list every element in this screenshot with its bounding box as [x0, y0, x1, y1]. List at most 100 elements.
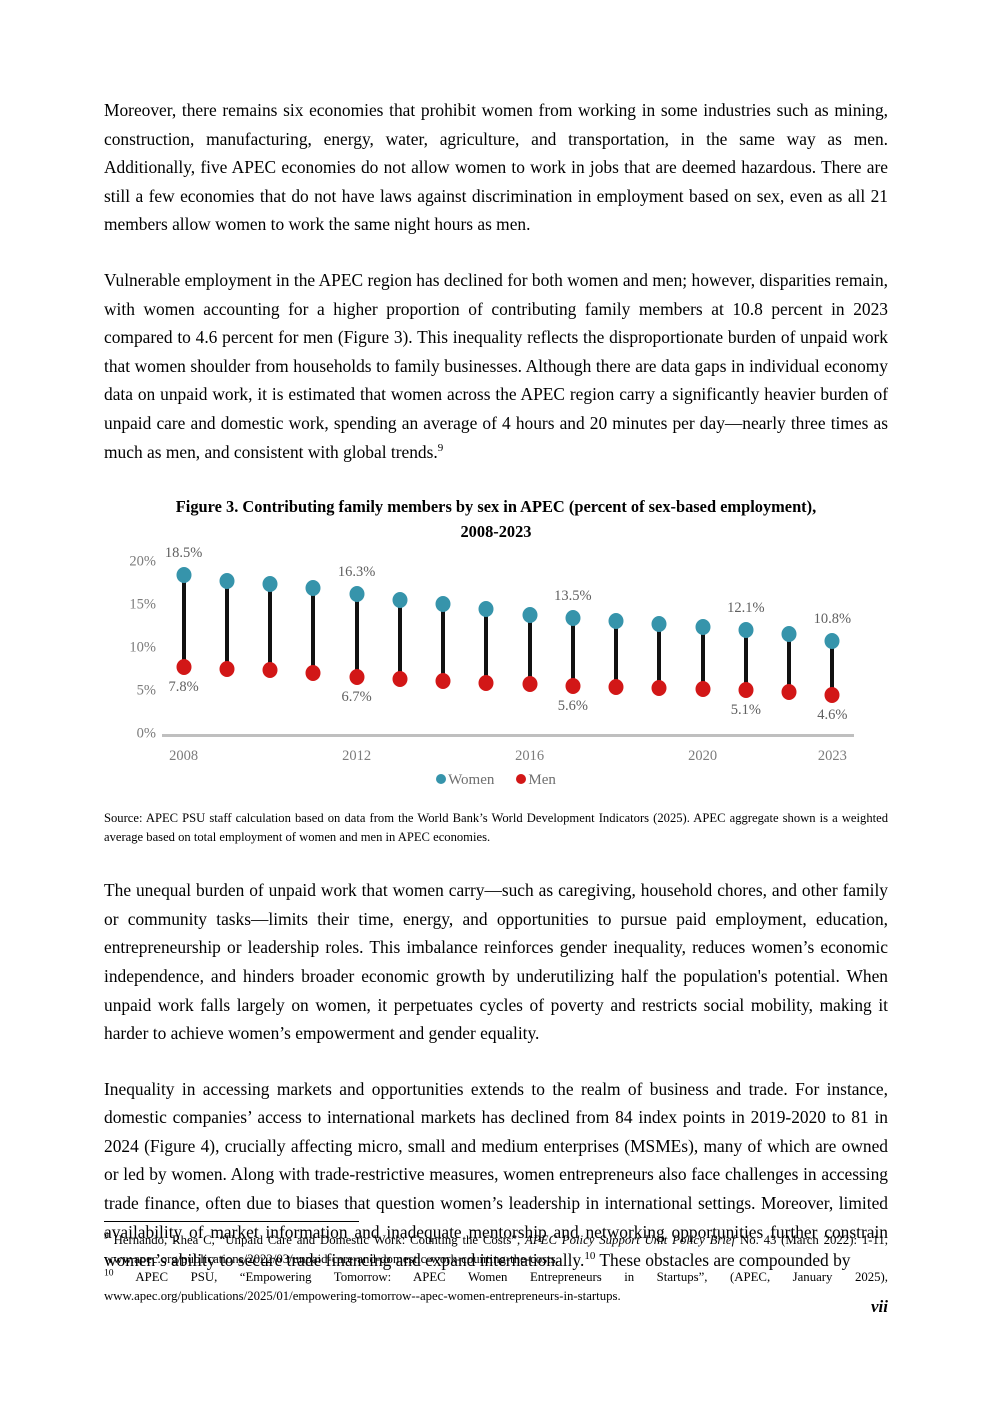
data-label: 6.7% — [341, 688, 372, 705]
data-point-men — [219, 660, 235, 677]
y-tick-label: 10% — [129, 639, 156, 656]
data-point-women — [478, 601, 494, 618]
paragraph-1: Moreover, there remains six economies th… — [104, 100, 888, 235]
x-axis-line — [162, 734, 854, 738]
y-tick-label: 5% — [136, 682, 156, 699]
chart-canvas: 0% 5% 10% 15% 20% 18.5% 16.3% 13.5% 12.1% 10.8% 7… — [104, 545, 888, 809]
paragraph-2: Vulnerable employment in the APEC region… — [104, 266, 888, 466]
data-point-women — [435, 596, 451, 613]
x-tick-label: 2016 — [515, 748, 545, 765]
data-point-women — [522, 606, 538, 623]
dumbbell-stem — [441, 604, 446, 681]
data-point-women — [305, 579, 321, 596]
data-point-women — [738, 622, 754, 639]
legend-label: Women — [448, 772, 495, 789]
legend-label: Men — [528, 772, 556, 789]
chart-legend: Women Men — [104, 772, 888, 789]
plot-area: 18.5% 16.3% 13.5% 12.1% 10.8% 7.8% 6.7% 5.6% 5.1… — [162, 545, 854, 754]
footnote-ref-10[interactable]: 10 — [584, 1250, 596, 1263]
data-label: 18.5% — [164, 545, 203, 562]
y-axis-labels: 0% 5% 10% 15% 20% — [104, 554, 160, 754]
dumbbell-stem — [268, 583, 273, 671]
data-label: 7.8% — [168, 679, 199, 696]
dumbbell-stem — [527, 614, 532, 685]
paragraph-3: The unequal burden of unpaid work that w… — [104, 880, 888, 1044]
dumbbell-stem — [657, 624, 662, 688]
dumbbell-stem — [354, 593, 359, 677]
data-label: 5.1% — [730, 702, 761, 719]
data-point-women — [262, 575, 278, 592]
footnote-9-marker: 9 — [104, 1230, 109, 1242]
footnote-10: 10 APEC PSU, “Empowering Tomorrow: APEC … — [104, 1268, 888, 1305]
dumbbell-stem — [743, 630, 748, 691]
dumbbell-stem — [397, 599, 402, 680]
dumbbell-stem — [224, 581, 229, 669]
legend-swatch-men — [516, 774, 527, 785]
footnote-9-pre: Hernando, Rhea C, “Unpaid Care and Domes… — [108, 1233, 525, 1247]
dumbbell-stem — [311, 587, 316, 674]
page-number: vii — [871, 1297, 888, 1316]
data-label: 12.1% — [727, 600, 765, 617]
dumbbell-stem — [181, 575, 186, 668]
data-point-women — [781, 625, 797, 642]
data-point-men — [435, 672, 451, 689]
document-page: Moreover, there remains six economies th… — [104, 0, 888, 1403]
footnote-9: 9 Hernando, Rhea C, “Unpaid Care and Dom… — [104, 1231, 888, 1268]
data-point-women — [219, 573, 235, 590]
legend-entry: Men — [516, 772, 556, 789]
x-tick-label: 2023 — [817, 748, 847, 765]
data-point-women — [608, 613, 624, 630]
data-point-men — [651, 679, 667, 696]
footnotes-block: 9 Hernando, Rhea C, “Unpaid Care and Dom… — [104, 1231, 888, 1305]
data-label: 5.6% — [557, 697, 588, 714]
data-point-women — [392, 591, 408, 608]
data-point-men — [695, 680, 711, 697]
data-point-men — [824, 686, 840, 703]
data-point-men — [392, 671, 408, 688]
data-label: 4.6% — [817, 706, 848, 723]
dumbbell-stem — [700, 626, 705, 689]
paragraph-2-text: Vulnerable employment in the APEC region… — [104, 269, 888, 462]
data-point-women — [824, 633, 840, 650]
data-point-men — [781, 683, 797, 700]
data-point-men — [176, 659, 192, 676]
data-point-men — [262, 662, 278, 679]
paragraph-4: Inequality in accessing markets and oppo… — [104, 1075, 888, 1275]
y-tick-label: 20% — [129, 553, 156, 570]
dumbbell-stem — [570, 618, 575, 686]
footnote-separator — [104, 1221, 359, 1222]
dumbbell-stem — [830, 641, 835, 695]
x-tick-label: 2008 — [169, 748, 199, 765]
data-label: 13.5% — [554, 588, 592, 605]
paragraph-4-text: Inequality in accessing markets and oppo… — [104, 1078, 888, 1271]
footnote-ref-9[interactable]: 9 — [437, 441, 444, 454]
dumbbell-stem — [484, 609, 489, 683]
data-point-women — [565, 610, 581, 627]
figure-title: Figure 3. Contributing family members by… — [175, 497, 817, 542]
data-point-women — [176, 567, 192, 584]
footnote-9-italic: APEC Policy Support Unit Policy Brief — [525, 1233, 736, 1247]
dumbbell-stem — [787, 633, 792, 692]
data-point-men — [305, 665, 321, 682]
footnote-10-marker: 10 — [104, 1267, 114, 1279]
x-tick-label: 2012 — [342, 748, 372, 765]
x-tick-label: 2020 — [688, 748, 718, 765]
figure-source-note: Source: APEC PSU staff calculation based… — [104, 811, 888, 844]
footnote-10-pre: APEC PSU, “Empowering Tomorrow: APEC Wom… — [104, 1270, 888, 1303]
data-point-women — [651, 616, 667, 633]
data-point-men — [565, 677, 581, 694]
y-tick-label: 15% — [129, 596, 156, 613]
figure-3: Figure 3. Contributing family members by… — [104, 494, 888, 846]
legend-swatch-women — [436, 774, 447, 785]
data-point-men — [738, 682, 754, 699]
data-label: 10.8% — [813, 611, 852, 628]
legend-entry: Women — [436, 772, 494, 789]
y-tick-label: 0% — [136, 725, 156, 742]
data-point-women — [695, 618, 711, 635]
data-point-women — [349, 585, 365, 602]
dumbbell-stem — [614, 621, 619, 687]
paragraph-4-tail: These obstacles are compounded by — [595, 1250, 851, 1271]
data-point-men — [478, 674, 494, 691]
footnote-9-post: No. 43 (March 2022): 1-11, www.apec.org/… — [104, 1233, 888, 1266]
data-point-men — [349, 668, 365, 685]
